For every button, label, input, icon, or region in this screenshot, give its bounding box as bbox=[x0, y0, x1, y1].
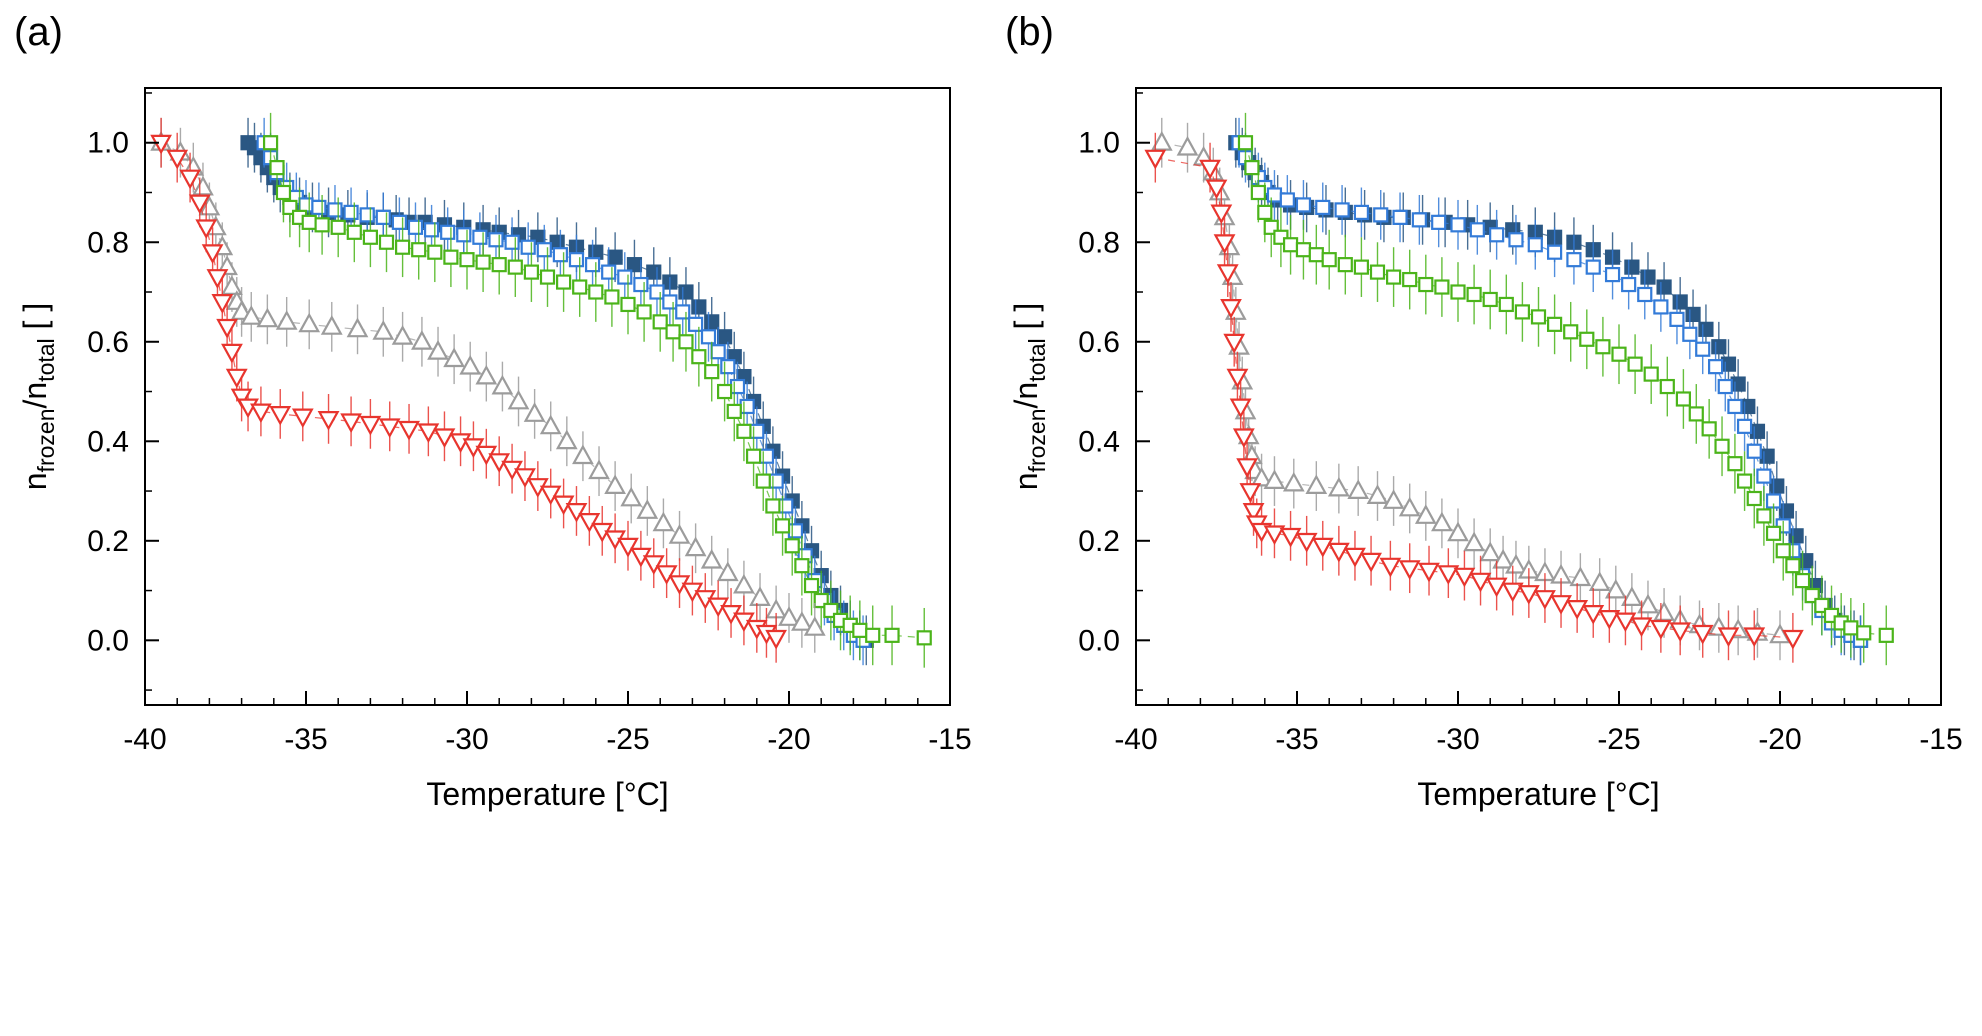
y-axis-label: nfrozen/ntotal [ ] bbox=[1008, 303, 1050, 490]
series-red-open-down-triangles bbox=[150, 117, 787, 663]
panel-b-label: (b) bbox=[1005, 10, 1054, 54]
series-red-open-down-triangles bbox=[1144, 132, 1804, 663]
y-tick-label: 0.4 bbox=[87, 425, 129, 458]
y-tick-label: 0.0 bbox=[87, 624, 129, 657]
series-blue-open-squares bbox=[1231, 117, 1869, 666]
y-tick-label: 0.0 bbox=[1078, 624, 1120, 657]
y-axis-label: nfrozen/ntotal [ ] bbox=[17, 303, 59, 490]
x-tick-label: -20 bbox=[767, 723, 810, 756]
panel-b: (b) -40 -35 -30 -25 -20 -15 0.0 0.2 0.4 0.6 0.8 1.0… bbox=[991, 0, 1982, 1031]
x-axis-label: Temperature [°C] bbox=[426, 776, 668, 812]
y-tick-label: 0.8 bbox=[1078, 226, 1120, 259]
x-tick-label: -35 bbox=[284, 723, 327, 756]
x-tick-label: -25 bbox=[606, 723, 649, 756]
series-dark-blue-filled-squares bbox=[240, 117, 874, 666]
y-tick-label: 0.6 bbox=[87, 326, 129, 359]
panel-a: (a) -40 -35 -30 -25 -20 -15 0.0 0.2 0.4 0.6 0.8 1.0… bbox=[0, 0, 991, 1031]
series-gray-open-up-triangles bbox=[1150, 117, 1791, 661]
y-tick-label: 1.0 bbox=[87, 127, 129, 160]
series-blue-open-squares bbox=[256, 117, 871, 666]
x-tick-label: -15 bbox=[1919, 723, 1962, 756]
series-green-open-squares bbox=[1237, 112, 1894, 666]
panel-a-label: (a) bbox=[14, 10, 63, 54]
series-green-open-squares bbox=[262, 112, 932, 668]
axes: -40 -35 -30 -25 -20 -15 0.0 0.2 0.4 0.6 0.8 1.0 Temp… bbox=[17, 87, 972, 812]
y-tick-label: 1.0 bbox=[1078, 127, 1120, 160]
y-tick-label: 0.8 bbox=[87, 226, 129, 259]
y-tick-label: 0.2 bbox=[87, 525, 129, 558]
x-tick-label: -35 bbox=[1275, 723, 1318, 756]
x-tick-label: -15 bbox=[928, 723, 971, 756]
y-tick-label: 0.2 bbox=[1078, 525, 1120, 558]
x-axis-label: Temperature [°C] bbox=[1417, 776, 1659, 812]
axes: -40 -35 -30 -25 -20 -15 0.0 0.2 0.4 0.6 0.8 1.0 Temp… bbox=[1008, 87, 1963, 812]
chart-a: -40 -35 -30 -25 -20 -15 0.0 0.2 0.4 0.6 0.8 1.0 Temp… bbox=[17, 87, 972, 812]
x-tick-label: -20 bbox=[1758, 723, 1801, 756]
y-tick-label: 0.4 bbox=[1078, 425, 1120, 458]
x-tick-label: -25 bbox=[1597, 723, 1640, 756]
x-tick-label: -30 bbox=[445, 723, 488, 756]
x-tick-label: -40 bbox=[123, 723, 166, 756]
x-tick-label: -40 bbox=[1114, 723, 1157, 756]
y-tick-label: 0.6 bbox=[1078, 326, 1120, 359]
x-tick-label: -30 bbox=[1436, 723, 1479, 756]
chart-b: -40 -35 -30 -25 -20 -15 0.0 0.2 0.4 0.6 0.8 1.0 Temp… bbox=[1008, 87, 1963, 812]
